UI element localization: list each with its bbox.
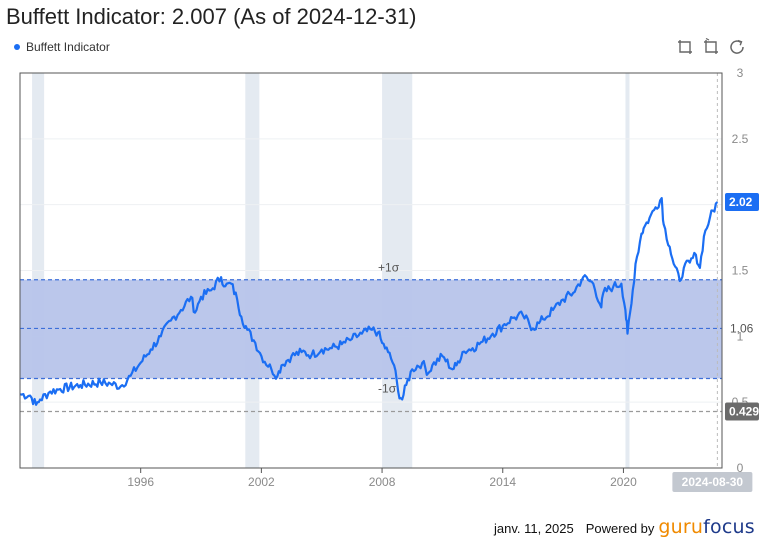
- plot-frame: [19, 72, 723, 469]
- y-tick-label-5: 2.5: [732, 132, 749, 146]
- x-tick-label-3: 2014: [489, 475, 516, 489]
- series-line-buffett-indicator[interactable]: [19, 197, 719, 406]
- y-tick-label-0: 0: [737, 461, 744, 475]
- page-title: Buffett Indicator: 2.007 (As of 2024-12-…: [6, 4, 417, 29]
- legend-dot-icon: [14, 44, 20, 50]
- footer-date: janv. 11, 2025: [494, 521, 574, 536]
- footer: janv. 11, 2025 Powered by gurufocus: [494, 516, 755, 538]
- value-tags: 2.02 0.429 1.06 2024-08-30: [672, 193, 759, 492]
- powered-by-label: Powered by: [585, 521, 655, 536]
- grid-lines: [20, 72, 722, 469]
- zoom-icon[interactable]: [676, 38, 694, 56]
- restore-icon[interactable]: [728, 38, 746, 56]
- min-value-tag: 0.429: [729, 405, 759, 419]
- mean-value-label: 1.06: [730, 321, 754, 335]
- x-tick-label-1: 2002: [248, 475, 275, 489]
- x-tick-label-0: 1996: [127, 475, 154, 489]
- logo-part-guru: guru: [658, 516, 704, 538]
- y-tick-label-6: 3: [737, 66, 744, 80]
- zoom-reset-icon[interactable]: [702, 38, 720, 56]
- last-value-tag-bg: [725, 193, 759, 212]
- y-tick-label-2: 1: [737, 329, 744, 343]
- toolbox: [676, 38, 746, 56]
- legend-label: Buffett Indicator: [26, 40, 110, 54]
- min-value-tag-bg: [725, 402, 759, 421]
- logo-part-focus: focus: [703, 516, 755, 538]
- x-tick-label-4: 2020: [610, 475, 637, 489]
- gurufocus-logo[interactable]: gurufocus: [658, 516, 754, 538]
- date-tag-bg: [672, 472, 753, 492]
- legend[interactable]: Buffett Indicator: [14, 40, 110, 54]
- x-tick-label-2: 2008: [369, 475, 396, 489]
- minus-sigma-label: -1σ: [378, 381, 397, 395]
- plus-sigma-label: +1σ: [378, 261, 400, 275]
- last-value-tag: 2.02: [729, 195, 753, 209]
- y-tick-label-3: 1.5: [732, 264, 749, 278]
- date-tag: 2024-08-30: [682, 475, 744, 489]
- x-axis: 1996 2002 2008 2014 2020: [127, 468, 637, 489]
